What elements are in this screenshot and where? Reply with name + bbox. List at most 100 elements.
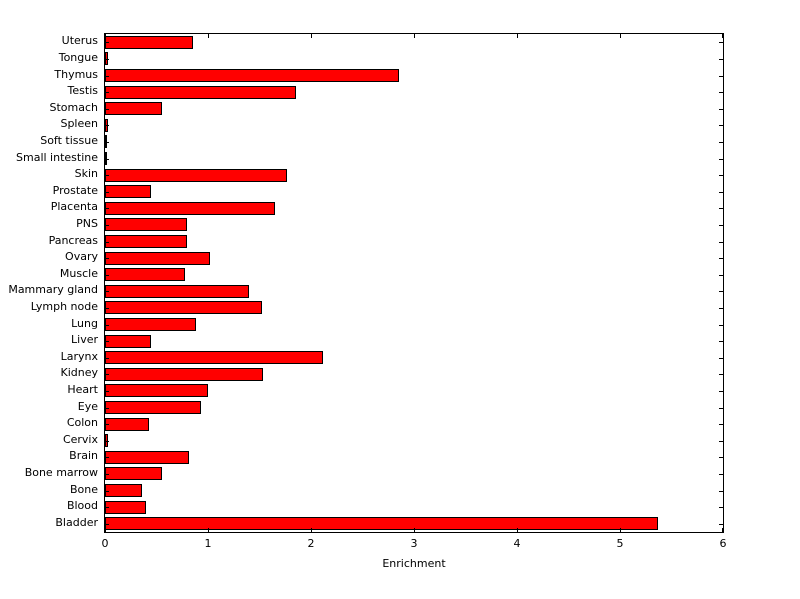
- y-tick-label: Bladder: [55, 515, 98, 529]
- y-tick-mark-left: [105, 441, 109, 442]
- y-tick-label: Thymus: [54, 67, 98, 81]
- y-tick-label: Placenta: [50, 200, 98, 214]
- y-tick-mark-left: [105, 358, 109, 359]
- x-tick-mark-top: [620, 34, 621, 38]
- y-tick-label: Bone marrow: [24, 465, 98, 479]
- bar-prostate: [105, 185, 151, 198]
- y-tick-mark-left: [105, 76, 109, 77]
- x-tick-mark-top: [517, 34, 518, 38]
- y-tick-label: Liver: [71, 333, 98, 347]
- x-tick-label: 1: [204, 537, 212, 550]
- x-tick-mark-top: [311, 34, 312, 38]
- y-tick-mark-left: [105, 258, 109, 259]
- y-tick-mark-right: [719, 441, 723, 442]
- y-tick-mark-right: [719, 341, 723, 342]
- x-tick-mark-top: [414, 34, 415, 38]
- y-tick-mark-right: [719, 424, 723, 425]
- x-tick-mark-bottom: [208, 528, 209, 532]
- bar-skin: [105, 169, 287, 182]
- y-tick-mark-left: [105, 242, 109, 243]
- y-tick-mark-left: [105, 192, 109, 193]
- bar-cervix: [105, 434, 108, 447]
- y-tick-mark-left: [105, 42, 109, 43]
- bar-uterus: [105, 36, 193, 49]
- bar-lymph-node: [105, 301, 262, 314]
- y-tick-mark-right: [719, 225, 723, 226]
- y-tick-label: Lymph node: [30, 299, 98, 313]
- y-tick-mark-left: [105, 109, 109, 110]
- y-tick-mark-right: [719, 42, 723, 43]
- y-tick-mark-right: [719, 491, 723, 492]
- y-tick-mark-left: [105, 325, 109, 326]
- x-tick-mark-bottom: [517, 528, 518, 532]
- bar-larynx: [105, 351, 323, 364]
- x-tick-mark-bottom: [722, 528, 723, 532]
- y-tick-mark-left: [105, 225, 109, 226]
- y-tick-mark-left: [105, 275, 109, 276]
- x-tick-label: 6: [719, 537, 727, 550]
- y-tick-mark-left: [105, 291, 109, 292]
- y-tick-mark-right: [719, 408, 723, 409]
- y-tick-label: Stomach: [49, 100, 98, 114]
- y-tick-mark-right: [719, 374, 723, 375]
- y-tick-mark-right: [719, 507, 723, 508]
- y-tick-mark-left: [105, 208, 109, 209]
- y-tick-label: Prostate: [52, 183, 98, 197]
- y-tick-mark-left: [105, 474, 109, 475]
- bar-pns: [105, 218, 187, 231]
- y-tick-mark-left: [105, 491, 109, 492]
- bar-thymus: [105, 69, 399, 82]
- bar-bladder: [105, 517, 658, 530]
- x-tick-label: 3: [410, 537, 418, 550]
- y-tick-mark-right: [719, 308, 723, 309]
- y-tick-mark-left: [105, 424, 109, 425]
- y-tick-mark-left: [105, 92, 109, 93]
- bar-bone-marrow: [105, 467, 162, 480]
- y-tick-mark-right: [719, 275, 723, 276]
- y-tick-label: Eye: [77, 399, 98, 413]
- y-tick-mark-right: [719, 192, 723, 193]
- bar-brain: [105, 451, 189, 464]
- bar-soft-tissue: [105, 135, 107, 148]
- x-axis-title: Enrichment: [382, 557, 446, 570]
- y-tick-label: Mammary gland: [8, 283, 98, 297]
- y-tick-mark-left: [105, 507, 109, 508]
- y-tick-label: Kidney: [60, 366, 98, 380]
- y-tick-mark-left: [105, 175, 109, 176]
- y-tick-mark-right: [719, 474, 723, 475]
- y-tick-mark-right: [719, 242, 723, 243]
- bar-kidney: [105, 368, 263, 381]
- x-tick-mark-bottom: [105, 528, 106, 532]
- y-tick-label: Brain: [69, 449, 98, 463]
- y-tick-mark-left: [105, 391, 109, 392]
- y-tick-mark-right: [719, 258, 723, 259]
- y-tick-label: Cervix: [62, 432, 98, 446]
- y-tick-label: Ovary: [65, 250, 98, 264]
- y-tick-label: PNS: [76, 216, 98, 230]
- y-tick-mark-left: [105, 457, 109, 458]
- y-tick-mark-left: [105, 308, 109, 309]
- y-tick-label: Testis: [67, 84, 98, 98]
- y-tick-mark-left: [105, 341, 109, 342]
- y-tick-label: Uterus: [61, 34, 98, 48]
- x-tick-label: 2: [307, 537, 315, 550]
- x-tick-label: 4: [513, 537, 521, 550]
- x-tick-mark-top: [722, 34, 723, 38]
- y-tick-mark-right: [719, 59, 723, 60]
- x-tick-label: 5: [616, 537, 624, 550]
- y-tick-mark-left: [105, 142, 109, 143]
- y-tick-mark-right: [719, 457, 723, 458]
- plot-area: [104, 33, 724, 533]
- y-tick-mark-left: [105, 125, 109, 126]
- bar-colon: [105, 418, 149, 431]
- y-tick-label: Small intestine: [16, 150, 98, 164]
- y-tick-mark-right: [719, 291, 723, 292]
- y-tick-mark-right: [719, 92, 723, 93]
- bar-testis: [105, 86, 296, 99]
- y-tick-mark-left: [105, 374, 109, 375]
- x-tick-mark-top: [208, 34, 209, 38]
- y-tick-label: Spleen: [60, 117, 98, 131]
- bar-muscle: [105, 268, 185, 281]
- bar-liver: [105, 335, 151, 348]
